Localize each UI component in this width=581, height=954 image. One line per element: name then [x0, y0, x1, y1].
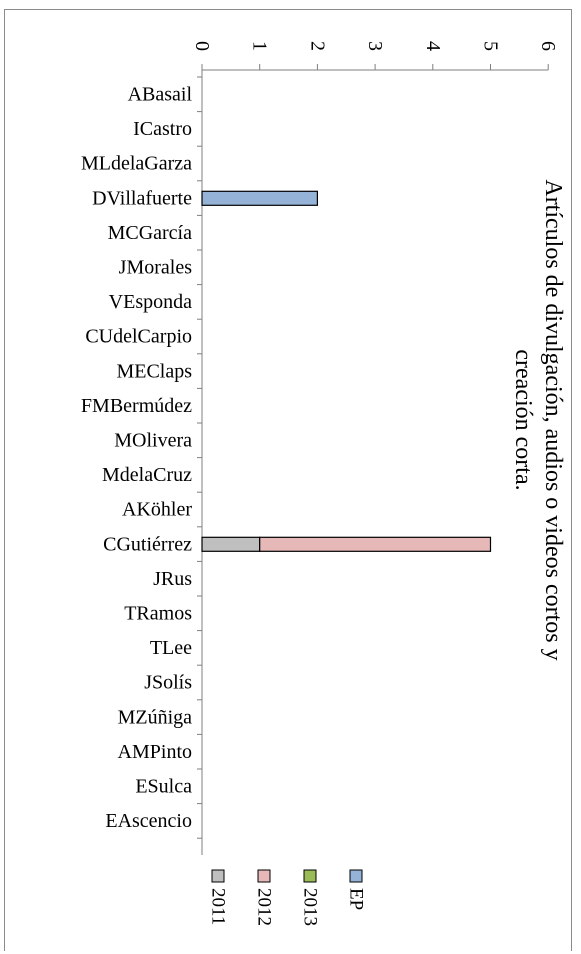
legend-label: EP — [346, 888, 367, 910]
value-tick-label: 5 — [480, 41, 502, 51]
category-label: MEClaps — [116, 360, 192, 382]
category-label: TRamos — [124, 603, 192, 625]
category-label: JSolís — [144, 672, 192, 694]
value-tick-label: 1 — [249, 41, 271, 51]
value-tick-label: 0 — [191, 41, 213, 51]
chart-frame — [4, 9, 572, 951]
category-label: ESulca — [135, 776, 192, 798]
category-label: DVillafuerte — [92, 187, 192, 209]
category-label: AKöhler — [122, 499, 192, 521]
bars — [201, 190, 492, 552]
chart-title: Artículos de divulgación, audios o video… — [510, 179, 566, 660]
value-tick-label: 2 — [306, 41, 328, 51]
category-label: MOlivera — [114, 430, 192, 452]
legend-swatch — [257, 869, 271, 883]
legend-swatch — [349, 869, 363, 883]
bar-segment — [259, 536, 492, 552]
chart-title-line: creación corta. — [510, 349, 536, 490]
bar-segment — [201, 536, 261, 552]
legend-label: 2011 — [208, 888, 229, 925]
category-label: ABasail — [128, 84, 193, 106]
category-label: AMPinto — [118, 741, 192, 763]
value-tick-label: 3 — [364, 41, 386, 51]
category-label: CUdelCarpio — [85, 326, 192, 348]
value-tick-label: 4 — [422, 41, 444, 51]
value-axis: 0 1 2 3 4 5 6 — [191, 41, 559, 71]
category-label: CGutiérrez — [103, 533, 192, 555]
category-label: TLee — [150, 637, 192, 659]
category-label: MdelaCruz — [102, 464, 192, 486]
legend-swatch — [303, 869, 317, 883]
legend-label: 2012 — [254, 888, 275, 926]
legend: 2011 2012 2013 EP — [208, 869, 367, 926]
legend-label: 2013 — [300, 888, 321, 926]
category-label: MZúñiga — [118, 706, 193, 728]
category-label: EAscencio — [105, 810, 192, 832]
category-label: MCGarcía — [108, 222, 193, 244]
category-label: JRus — [153, 568, 192, 590]
category-label: FMBermúdez — [81, 395, 192, 417]
category-label: MLdelaGarza — [81, 153, 192, 175]
bar-segment — [201, 190, 319, 206]
category-axis: ABasail ICastro MLdelaGarza DVillafuerte MCG… — [81, 70, 203, 855]
legend-swatch — [211, 869, 225, 883]
category-label: ICastro — [133, 118, 192, 140]
chart-title-line: Artículos de divulgación, audios o video… — [540, 179, 566, 660]
category-label: VEsponda — [109, 291, 192, 313]
category-label: JMorales — [119, 257, 193, 279]
value-tick-label: 6 — [537, 41, 559, 51]
